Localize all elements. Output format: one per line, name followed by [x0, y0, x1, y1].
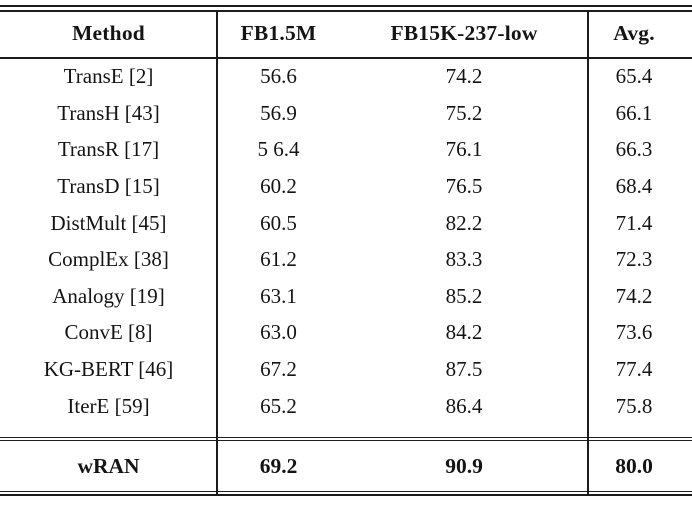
fb15k237low-cell: 82.2 [445, 210, 483, 235]
header-avg: Avg. [613, 21, 655, 46]
table-row: Analogy [19] 63.1 85.2 74.2 [0, 278, 692, 315]
column-separator-line [216, 12, 218, 495]
avg-cell: 75.8 [615, 393, 653, 418]
method-cell: TransH [43] [57, 100, 160, 125]
results-table: Method FB1.5M FB15K-237-low Avg. TransE … [0, 5, 692, 497]
table-header-row: Method FB1.5M FB15K-237-low Avg. [0, 12, 692, 57]
fb15k237low-cell: 76.1 [445, 137, 483, 162]
fb15k237low-cell: 74.2 [445, 64, 483, 89]
avg-cell: 65.4 [615, 64, 653, 89]
avg-cell: 74.2 [615, 283, 653, 308]
table-row: KG-BERT [46] 67.2 87.5 77.4 [0, 351, 692, 388]
table-row: TransD [15] 60.2 76.5 68.4 [0, 168, 692, 205]
fb15m-cell: 5 6.4 [257, 137, 300, 162]
header-fb15m: FB1.5M [240, 21, 317, 46]
fb15k237low-cell: 75.2 [445, 100, 483, 125]
avg-cell: 66.1 [615, 100, 653, 125]
method-cell: ConvE [8] [64, 320, 153, 345]
header-separator-rule [0, 56, 692, 59]
method-cell: DistMult [45] [50, 210, 167, 235]
method-cell: Analogy [19] [52, 283, 165, 308]
table-row: ConvE [8] 63.0 84.2 73.6 [0, 315, 692, 352]
avg-cell: 73.6 [615, 320, 653, 345]
fb15m-cell: 60.5 [260, 210, 297, 235]
fb15k237low-cell: 90.9 [445, 453, 483, 478]
method-cell: TransR [17] [57, 137, 160, 162]
column-separator-line [587, 12, 589, 495]
fb15m-cell: 65.2 [260, 393, 297, 418]
table-row: ComplEx [38] 61.2 83.3 72.3 [0, 241, 692, 278]
avg-cell: 72.3 [615, 247, 653, 272]
fb15k237low-cell: 87.5 [445, 357, 483, 382]
fb15m-cell: 61.2 [260, 247, 297, 272]
avg-cell: 68.4 [615, 174, 653, 199]
table-row: DistMult [45] 60.5 82.2 71.4 [0, 205, 692, 242]
method-cell: TransE [2] [63, 64, 154, 89]
method-cell: KG-BERT [46] [43, 357, 174, 382]
fb15k237low-cell: 86.4 [445, 393, 483, 418]
fb15k237low-cell: 85.2 [445, 283, 483, 308]
header-fb15k-237-low: FB15K-237-low [390, 21, 538, 46]
fb15k237low-cell: 76.5 [445, 174, 483, 199]
method-cell: wRAN [77, 453, 140, 478]
table-body: TransE [2] 56.6 74.2 65.4 TransH [43] 56… [0, 59, 692, 425]
fb15m-cell: 63.1 [260, 283, 297, 308]
bottom-rule [0, 491, 692, 497]
avg-cell: 66.3 [615, 137, 653, 162]
footer-separator-rule [0, 437, 692, 442]
fb15m-cell: 56.6 [260, 64, 297, 89]
fb15m-cell: 67.2 [260, 357, 297, 382]
table-row: TransH [43] 56.9 75.2 66.1 [0, 95, 692, 132]
table-row: TransE [2] 56.6 74.2 65.4 [0, 59, 692, 96]
table-row: IterE [59] 65.2 86.4 75.8 [0, 388, 692, 425]
top-rule [0, 5, 692, 12]
method-cell: IterE [59] [67, 393, 150, 418]
fb15m-cell: 63.0 [260, 320, 297, 345]
fb15m-cell: 69.2 [259, 453, 298, 478]
fb15k237low-cell: 83.3 [445, 247, 483, 272]
fb15k237low-cell: 84.2 [445, 320, 483, 345]
method-cell: ComplEx [38] [48, 247, 169, 272]
table-footer-row-wran: wRAN 69.2 90.9 80.0 [0, 441, 692, 491]
fb15m-cell: 56.9 [260, 100, 297, 125]
method-cell: TransD [15] [57, 174, 160, 199]
table-row: TransR [17] 5 6.4 76.1 66.3 [0, 132, 692, 169]
avg-cell: 77.4 [615, 357, 653, 382]
header-method: Method [72, 21, 145, 46]
avg-cell: 71.4 [615, 210, 653, 235]
avg-cell: 80.0 [615, 453, 653, 478]
fb15m-cell: 60.2 [260, 174, 297, 199]
